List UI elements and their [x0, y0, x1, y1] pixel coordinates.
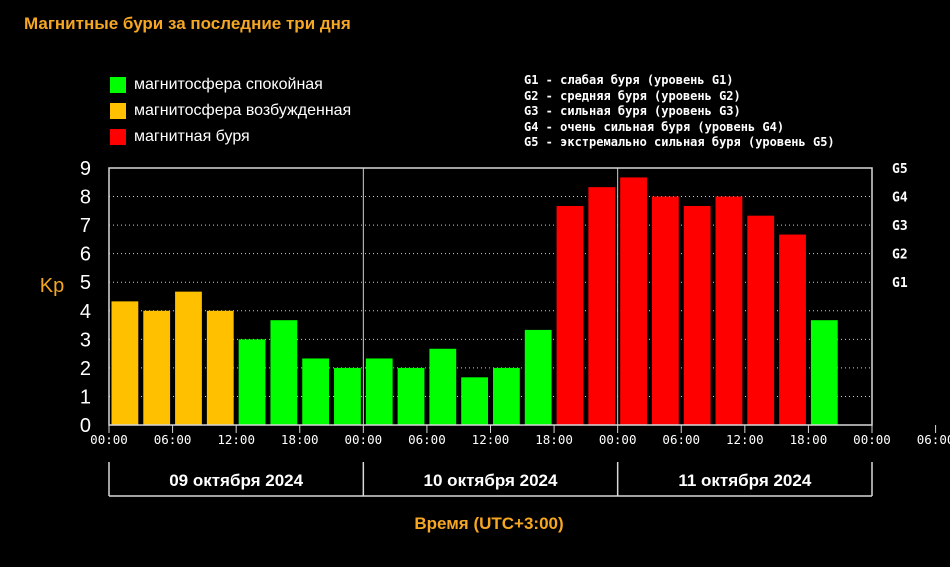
storm-level-g1: G1 - слабая буря (уровень G1) [524, 73, 734, 87]
chart-title: Магнитные бури за последние три дня [24, 14, 351, 33]
y-tick-label-5: 5 [80, 272, 91, 294]
bar-11 [461, 377, 488, 425]
axes: 0 1 2 3 4 5 6 7 8 9 G1 G2 G3 G4 G5 00:00 06:00 12:00 18:00… [80, 158, 950, 497]
bar-10 [429, 348, 457, 425]
x-tick-label-13: 06:00 [917, 432, 950, 447]
legend-item-quiet: магнитосфера спокойная [110, 72, 351, 98]
x-tick-label-8: 00:00 [599, 432, 637, 447]
legend-label-quiet: магнитосфера спокойная [134, 76, 323, 93]
legend: магнитосфера спокойная магнитосфера возб… [110, 72, 351, 150]
x-tick-label-7: 18:00 [535, 432, 573, 447]
legend-swatch-unsettled [110, 103, 126, 119]
storm-level-g2: G2 - средняя буря (уровень G2) [524, 88, 741, 103]
legend-label-unsettled: магнитосфера возбужденная [134, 102, 352, 119]
y-tick-label-3: 3 [80, 329, 91, 351]
x-tick-label-4: 00:00 [345, 432, 383, 447]
y-tick-label-0: 0 [80, 415, 91, 437]
x-tick-label-12: 00:00 [853, 432, 891, 447]
bar-22 [810, 320, 838, 425]
day-label-2: 11 октября 2024 [678, 471, 811, 490]
bar-9 [397, 367, 425, 425]
y-axis-label: Kp [40, 275, 64, 297]
x-tick-label-11: 18:00 [790, 432, 828, 447]
x-tick-label-3: 18:00 [281, 432, 319, 447]
bar-14 [556, 205, 584, 425]
right-tick-label-G2: G2 [892, 248, 908, 263]
x-tick-label-0: 00:00 [90, 432, 128, 447]
y-tick-label-1: 1 [80, 386, 91, 408]
bar-7 [334, 367, 361, 425]
bar-8 [365, 358, 393, 425]
bar-2 [175, 291, 202, 425]
grid [109, 168, 872, 425]
y-tick-label-8: 8 [80, 187, 91, 209]
bar-17 [651, 196, 679, 425]
bar-16 [620, 177, 647, 425]
bar-0 [111, 301, 139, 425]
right-tick-label-G3: G3 [892, 219, 908, 234]
bar-15 [588, 187, 616, 425]
bar-3 [206, 310, 234, 425]
right-tick-label-G5: G5 [892, 162, 908, 177]
bar-1 [143, 310, 171, 425]
y-tick-label-2: 2 [80, 358, 91, 380]
legend-item-unsettled: магнитосфера возбужденная [110, 98, 351, 124]
bar-19 [715, 196, 743, 425]
x-tick-label-5: 06:00 [408, 432, 446, 447]
y-tick-label-7: 7 [80, 215, 91, 237]
legend-swatch-storm [110, 129, 126, 145]
bar-12 [493, 367, 520, 425]
storm-level-g5: G5 - экстремально сильная буря (уровень … [524, 135, 835, 150]
x-tick-label-6: 12:00 [472, 432, 510, 447]
bars [111, 177, 838, 425]
storm-level-key: G1 - слабая буря (уровень G1) G2 - средн… [524, 73, 835, 151]
legend-item-storm: магнитная буря [110, 124, 351, 150]
bar-5 [270, 320, 298, 425]
right-tick-label-G1: G1 [892, 276, 908, 291]
day-label-1: 10 октября 2024 [424, 471, 558, 490]
y-tick-label-4: 4 [80, 301, 91, 323]
y-tick-label-9: 9 [80, 158, 91, 180]
bar-21 [779, 234, 806, 425]
x-tick-label-9: 06:00 [662, 432, 700, 447]
legend-label-storm: магнитная буря [134, 128, 250, 145]
day-label-0: 09 октября 2024 [169, 471, 303, 490]
legend-swatch-quiet [110, 77, 126, 93]
x-tick-label-2: 12:00 [217, 432, 255, 447]
storm-level-g4: G4 - очень сильная буря (уровень G4) [524, 119, 785, 134]
y-tick-label-6: 6 [80, 244, 91, 266]
bar-18 [683, 205, 711, 425]
bar-4 [238, 339, 266, 425]
bar-6 [302, 358, 330, 425]
bar-13 [524, 329, 552, 425]
x-tick-label-10: 12:00 [726, 432, 764, 447]
bar-20 [747, 215, 775, 425]
x-axis-label: Время (UTC+3:00) [414, 514, 563, 533]
storm-level-g3: G3 - сильная буря (уровень G3) [524, 104, 741, 119]
x-tick-label-1: 06:00 [154, 432, 192, 447]
right-tick-label-G4: G4 [892, 191, 908, 206]
